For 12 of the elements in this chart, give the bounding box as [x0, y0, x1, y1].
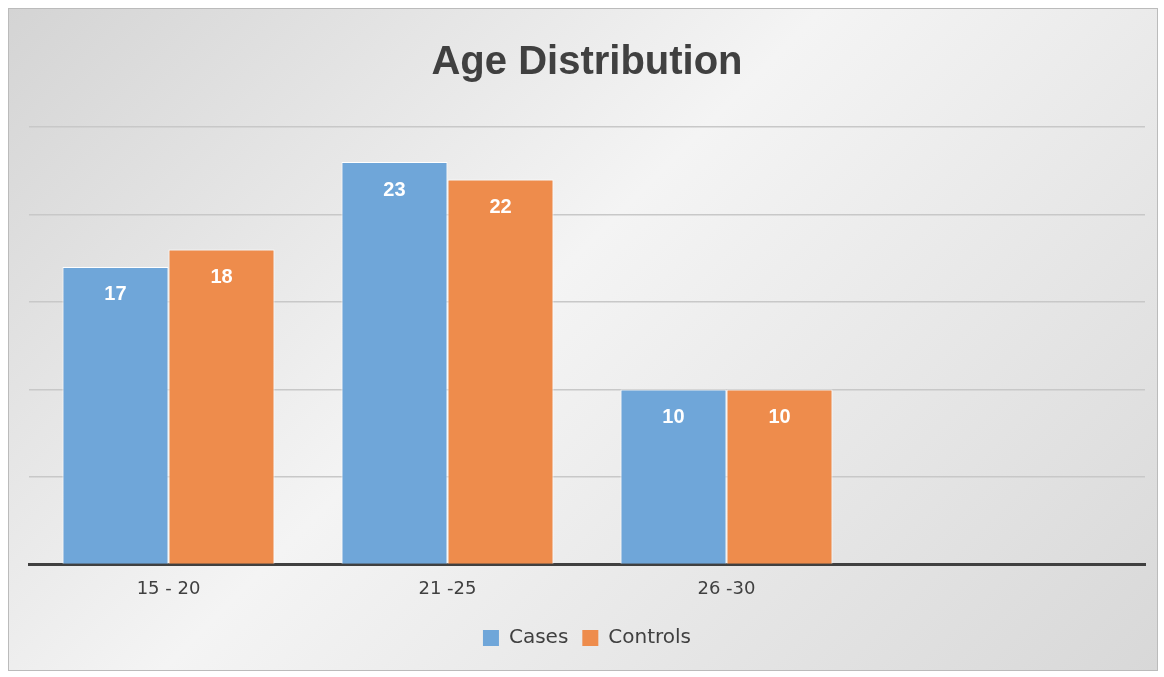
- data-label: 10: [662, 404, 685, 427]
- x-tick-label: 15 - 20: [136, 576, 201, 598]
- chart-title: Age Distribution: [431, 38, 743, 83]
- data-label: 18: [210, 264, 233, 287]
- data-label: 22: [489, 195, 512, 217]
- x-tick-label: 26 -30: [697, 576, 756, 598]
- legend-label: Cases: [508, 624, 569, 649]
- data-label: 23: [383, 177, 406, 200]
- x-tick-label: 21 -25: [418, 576, 477, 598]
- legend-label: Controls: [608, 624, 692, 649]
- data-label: 10: [768, 404, 791, 427]
- data-label: 17: [104, 282, 127, 305]
